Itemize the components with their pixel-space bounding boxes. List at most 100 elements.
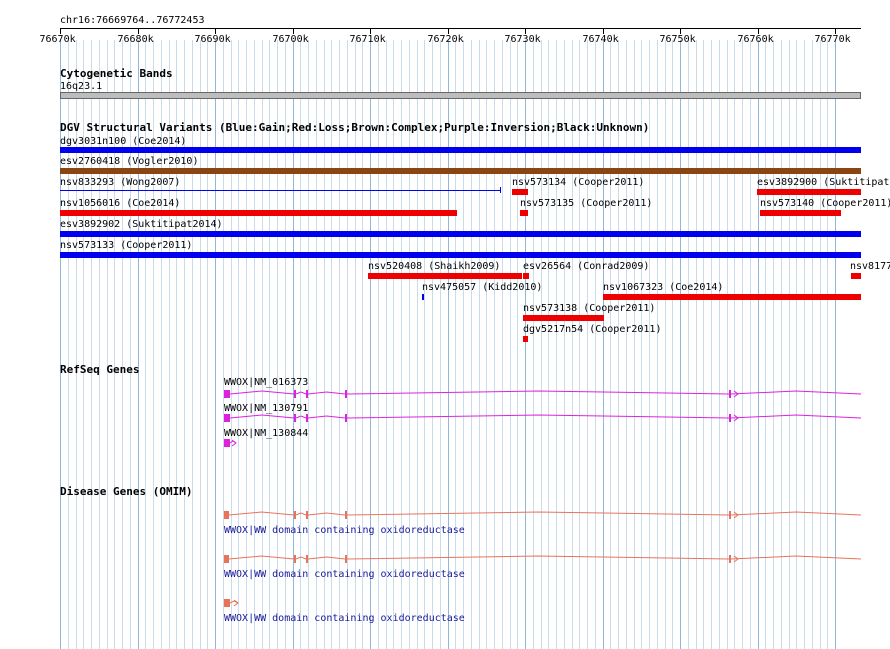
omim-gene-intron [730, 555, 862, 560]
refseq-transcript-exon [224, 414, 230, 422]
refseq-track-title: RefSeq Genes [60, 363, 140, 376]
omim-gene-intron [295, 556, 307, 560]
variant-label[interactable]: nsv573134 (Cooper2011) [512, 177, 645, 188]
refseq-transcript-intron [730, 414, 862, 419]
variant-bar-gain-endcap[interactable] [500, 187, 501, 193]
omim-gene-strand-arrow [233, 599, 239, 607]
ruler-tick-label: 76670k [39, 34, 76, 45]
variant-bar-loss[interactable] [760, 210, 841, 216]
refseq-transcript-strand-arrow [733, 390, 739, 398]
omim-gene-strand-arrow [733, 555, 739, 563]
omim-gene-intron [295, 512, 307, 516]
ruler-tick-label: 76680k [117, 34, 154, 45]
omim-entry-label[interactable]: WWOX|WW domain containing oxidoreductase [224, 525, 465, 536]
refseq-transcript-exon [729, 414, 731, 422]
variant-label[interactable]: nsv833293 (Wong2007) [60, 177, 181, 188]
variant-bar-loss[interactable] [523, 315, 604, 321]
variant-label[interactable]: nsv573138 (Cooper2011) [523, 303, 656, 314]
variant-bar-complex[interactable] [60, 168, 861, 174]
position-ruler [60, 28, 861, 34]
variant-bar-gain[interactable] [422, 294, 424, 300]
cytoband-label: 16q23.1 [60, 81, 103, 92]
omim-gene-exon [294, 511, 296, 519]
omim-gene-intron [228, 511, 295, 516]
variant-label[interactable]: nsv8177 [850, 261, 890, 272]
ruler-tick-label: 76730k [504, 34, 541, 45]
refseq-transcript-intron [295, 415, 307, 419]
variant-bar-loss[interactable] [523, 336, 528, 342]
ruler-tick-label: 76720k [427, 34, 464, 45]
variant-label[interactable]: dgv3031n100 (Coe2014) [60, 136, 187, 147]
variant-label[interactable]: nsv573135 (Cooper2011) [520, 198, 653, 209]
variant-label[interactable]: nsv1067323 (Coe2014) [603, 282, 724, 293]
ruler-tick-label: 76750k [659, 34, 696, 45]
variant-bar-loss[interactable] [520, 210, 528, 216]
variant-bar-loss[interactable] [851, 273, 861, 279]
variant-bar-loss[interactable] [757, 189, 861, 195]
omim-gene-intron [307, 556, 346, 560]
transcript-label[interactable]: WWOX|NM_016373 [224, 377, 309, 388]
variant-bar-gain[interactable] [60, 252, 861, 258]
variant-label[interactable]: nsv475057 (Kidd2010) [422, 282, 543, 293]
cytoband-ideogram[interactable] [60, 92, 861, 99]
refseq-transcript-exon [345, 414, 347, 422]
variant-label[interactable]: nsv573140 (Cooper2011) [760, 198, 890, 209]
omim-entry-label[interactable]: WWOX|WW domain containing oxidoreductase [224, 613, 465, 624]
refseq-transcript-strand-arrow [231, 439, 237, 447]
refseq-transcript-exon [224, 390, 230, 398]
ruler-tick-label: 76710k [349, 34, 386, 45]
ruler-tick-label: 76770k [814, 34, 851, 45]
variant-label[interactable]: esv3892902 (Suktitipat2014) [60, 219, 223, 230]
variant-bar-gain[interactable] [60, 231, 861, 237]
variant-label[interactable]: nsv1056016 (Coe2014) [60, 198, 181, 209]
refseq-transcript-intron [295, 391, 307, 395]
variant-bar-loss[interactable] [512, 189, 528, 195]
transcript-label[interactable]: WWOX|NM_130844 [224, 428, 309, 439]
omim-gene-exon [224, 511, 229, 519]
omim-gene-intron [307, 512, 346, 516]
variant-label[interactable]: esv2760418 (Vogler2010) [60, 156, 199, 167]
omim-track-title: Disease Genes (OMIM) [60, 485, 193, 498]
variant-label[interactable]: nsv520408 (Shaikh2009) [368, 261, 501, 272]
omim-gene-exon [345, 511, 347, 519]
refseq-transcript-intron [346, 414, 730, 419]
ruler-tick-label: 76760k [737, 34, 774, 45]
variant-bar-loss[interactable] [603, 294, 861, 300]
refseq-transcript-exon [345, 390, 347, 398]
refseq-transcript-intron [730, 390, 862, 395]
omim-gene-exon [224, 599, 230, 607]
omim-gene-intron [228, 555, 295, 560]
omim-gene-exon [294, 555, 296, 563]
omim-gene-exon [729, 555, 731, 563]
variant-label[interactable]: esv26564 (Conrad2009) [523, 261, 650, 272]
ruler-tick-label: 76690k [194, 34, 231, 45]
refseq-transcript-exon [294, 414, 296, 422]
refseq-transcript-intron [229, 414, 295, 419]
omim-gene-strand-arrow [733, 511, 739, 519]
variant-bar-gain[interactable] [60, 190, 501, 191]
variant-bar-gain[interactable] [60, 147, 861, 153]
refseq-transcript-intron [229, 390, 295, 395]
omim-gene-exon [306, 555, 308, 563]
variant-label[interactable]: nsv573133 (Cooper2011) [60, 240, 193, 251]
refseq-transcript-exon [306, 414, 308, 422]
refseq-transcript-intron [346, 390, 730, 395]
ruler-tick-label: 76700k [272, 34, 309, 45]
omim-gene-intron [346, 555, 730, 560]
cytoband-track-title: Cytogenetic Bands [60, 67, 173, 80]
refseq-transcript-intron [307, 391, 346, 395]
dgv-track-title: DGV Structural Variants (Blue:Gain;Red:L… [60, 121, 650, 134]
variant-label[interactable]: dgv5217n54 (Cooper2011) [523, 324, 662, 335]
variant-bar-loss[interactable] [60, 210, 457, 216]
transcript-label[interactable]: WWOX|NM_130791 [224, 403, 309, 414]
locus-label: chr16:76669764..76772453 [60, 15, 205, 26]
variant-bar-loss[interactable] [523, 273, 529, 279]
omim-entry-label[interactable]: WWOX|WW domain containing oxidoreductase [224, 569, 465, 580]
omim-gene-exon [729, 511, 731, 519]
ruler-tick-label: 76740k [582, 34, 619, 45]
variant-bar-loss[interactable] [368, 273, 522, 279]
variant-label[interactable]: esv3892900 (Suktitipat2014) [757, 177, 890, 188]
refseq-transcript-exon [224, 439, 230, 447]
